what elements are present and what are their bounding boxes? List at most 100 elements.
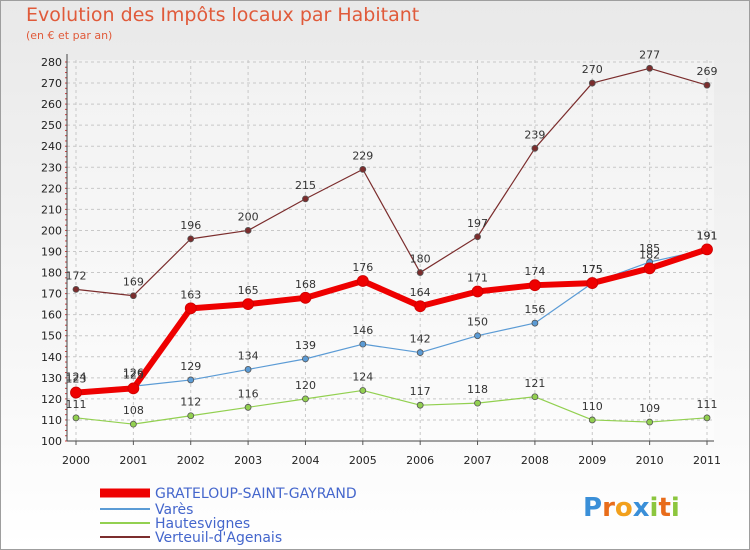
data-label-1-2001: 126 [123,366,144,379]
x-tick-2003: 2003 [234,454,262,467]
y-tick-220: 220 [41,182,62,195]
logo-letter: P [583,493,602,523]
point-2-2010 [646,418,654,426]
logo-letter: r [602,493,615,523]
point-2-2003 [244,403,252,411]
data-label-3-2001: 169 [123,276,144,289]
data-label-3-2004: 215 [295,179,316,192]
legend-label-2: Hautesvignes [155,516,250,532]
data-label-2-2004: 120 [295,379,316,392]
y-tick-210: 210 [41,203,62,216]
series-line-2 [75,389,708,425]
plot-area [67,60,714,441]
data-labels: 123 125 163 165 168 176 164 171 174 175 182 191 124 1… [66,48,718,417]
x-tick-2005: 2005 [349,454,377,467]
point-2-2011 [703,414,711,422]
data-label-1-2005: 146 [352,324,373,337]
point-2-2006 [416,401,424,409]
legend-label-0: GRATELOUP-SAINT-GAYRAND [155,486,357,502]
logo-letter: i [671,493,680,523]
point-1-2005 [359,340,367,348]
data-label-3-2010: 277 [639,48,660,61]
data-label-0-2007: 171 [467,272,488,285]
data-label-0-2002: 163 [180,288,201,301]
data-label-0-2004: 168 [295,278,316,291]
x-tick-2002: 2002 [177,454,205,467]
data-label-1-2002: 129 [180,360,201,373]
data-label-1-2011: 191 [697,229,718,242]
logo-letter: x [633,493,650,523]
point-0-2011 [701,243,713,256]
x-tick-2000: 2000 [62,454,90,467]
data-label-0-2006: 164 [410,286,431,299]
y-tick-150: 150 [41,330,62,343]
data-label-0-2000: 123 [66,373,87,386]
series-line-3 [75,67,708,297]
point-0-2002 [184,302,197,315]
point-0-2006 [414,300,427,313]
legend-label-3: Verteuil-d'Agenais [155,530,282,546]
data-label-0-2011: 191 [697,229,718,242]
point-3-2006 [416,269,424,276]
data-label-2-2000: 111 [66,398,87,411]
y-tick-100: 100 [41,435,62,448]
point-0-2005 [356,275,369,287]
legend: GRATELOUP-SAINT-GAYRANDVarèsHautesvignes… [100,486,357,546]
y-tick-270: 270 [41,77,62,90]
data-label-0-2009: 175 [582,263,603,276]
point-3-2007 [474,233,481,241]
point-3-2011 [703,81,711,89]
data-label-3-2005: 229 [352,149,373,162]
point-3-2001 [129,292,137,300]
data-label-2-2001: 108 [123,404,144,417]
x-tick-2008: 2008 [521,454,549,467]
x-tick-2001: 2001 [119,454,147,467]
data-label-2-2008: 121 [524,377,545,390]
data-label-2-2005: 124 [352,370,373,383]
x-tick-2009: 2009 [578,454,606,467]
grid-lines [67,60,714,442]
point-2-2009 [588,416,596,424]
point-0-2010 [643,262,656,275]
point-0-2008 [529,279,541,292]
y-tick-130: 130 [41,372,62,385]
x-tick-2011: 2011 [693,454,721,467]
y-tick-250: 250 [41,119,62,132]
data-label-0-2008: 174 [524,265,545,278]
point-0-2000 [70,386,82,399]
data-label-3-2011: 269 [697,65,718,78]
point-3-2003 [244,227,252,234]
data-label-0-2010: 182 [639,248,660,261]
data-label-3-2008: 239 [524,128,545,141]
point-0-2007 [471,285,484,298]
axes [65,54,714,442]
point-1-2002 [187,376,195,384]
data-label-2-2002: 112 [180,396,201,409]
data-label-3-2006: 180 [410,253,431,266]
point-1-2004 [302,355,309,363]
series-line-0 [75,246,708,396]
data-label-1-2004: 139 [295,339,316,352]
chart-title: Evolution des Impôts locaux par Habitant [26,4,420,26]
point-1-2006 [416,349,424,356]
y-axis-ticks: 100 110 120 130 140 150 160 170 180 190 200 210 220 2… [41,56,62,448]
point-3-2010 [646,64,654,72]
point-1-2003 [244,366,252,373]
y-tick-260: 260 [41,98,62,111]
point-3-2002 [187,235,195,243]
y-tick-200: 200 [41,224,62,237]
data-label-2-2009: 110 [582,400,603,413]
point-3-2009 [588,79,596,87]
point-2-2004 [302,395,309,403]
point-3-2000 [72,285,80,293]
y-tick-140: 140 [41,351,62,364]
y-tick-240: 240 [41,140,62,153]
logo-letter: t [658,493,670,523]
data-label-2-2010: 109 [639,402,660,415]
y-tick-160: 160 [41,309,62,322]
point-2-2007 [474,399,481,407]
data-label-2-2003: 116 [238,387,259,400]
data-label-3-2007: 197 [467,217,488,230]
data-label-1-2006: 142 [410,333,431,346]
